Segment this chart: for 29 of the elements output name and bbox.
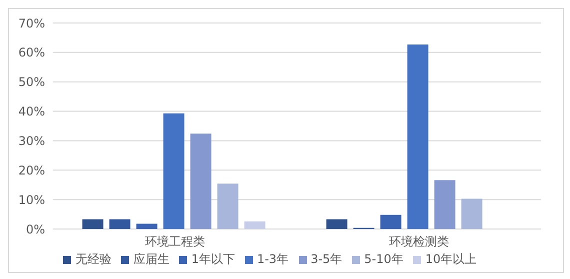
bar <box>244 221 266 229</box>
legend-label: 1-3年 <box>256 252 289 266</box>
x-tick-label: 环境工程类 <box>145 234 205 249</box>
bar <box>136 224 158 229</box>
bar <box>434 180 456 229</box>
legend-label: 1年以下 <box>191 252 235 266</box>
x-tick-label: 环境检测类 <box>389 234 449 249</box>
bar <box>326 219 348 229</box>
y-tick-label: 10% <box>18 192 45 207</box>
bar <box>163 113 184 229</box>
y-tick-label: 40% <box>18 104 45 119</box>
bar <box>217 184 238 229</box>
bar <box>190 134 212 229</box>
y-tick-label: 70% <box>18 16 45 30</box>
bar <box>109 219 130 229</box>
legend-label: 10年以上 <box>425 252 477 266</box>
legend-label: 5-10年 <box>364 252 404 266</box>
legend-label: 3-5年 <box>310 252 342 266</box>
legend-label: 应届生 <box>133 252 170 266</box>
y-tick-label: 60% <box>18 46 45 60</box>
y-tick-label: 30% <box>18 134 45 148</box>
bar <box>82 219 104 229</box>
bar <box>380 214 402 229</box>
legend-label: 无经验 <box>75 252 112 266</box>
bar <box>407 44 428 229</box>
y-tick-label: 0% <box>26 222 45 236</box>
y-tick-label: 20% <box>18 163 45 178</box>
bar <box>461 198 482 229</box>
y-tick-label: 50% <box>18 75 45 90</box>
